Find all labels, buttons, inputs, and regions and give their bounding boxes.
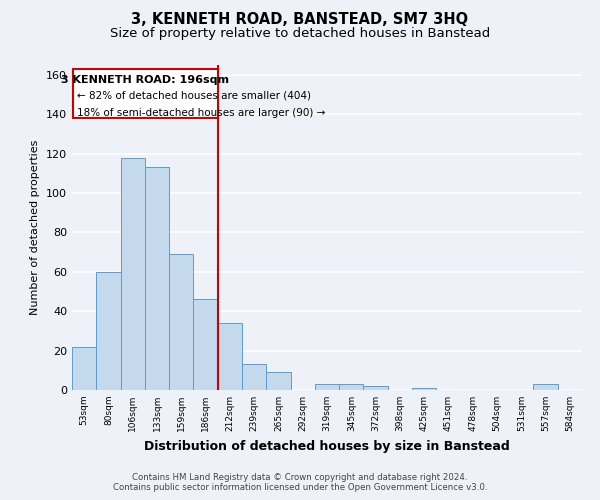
Text: 3, KENNETH ROAD, BANSTEAD, SM7 3HQ: 3, KENNETH ROAD, BANSTEAD, SM7 3HQ: [131, 12, 469, 28]
Bar: [339, 384, 364, 390]
Bar: [533, 384, 558, 390]
Bar: [72, 346, 96, 390]
Bar: [315, 384, 339, 390]
Y-axis label: Number of detached properties: Number of detached properties: [31, 140, 40, 315]
Text: Contains HM Land Registry data © Crown copyright and database right 2024.
Contai: Contains HM Land Registry data © Crown c…: [113, 473, 487, 492]
Bar: [169, 254, 193, 390]
X-axis label: Distribution of detached houses by size in Banstead: Distribution of detached houses by size …: [144, 440, 510, 452]
FancyBboxPatch shape: [73, 69, 218, 118]
Bar: [266, 372, 290, 390]
Text: 18% of semi-detached houses are larger (90) →: 18% of semi-detached houses are larger (…: [77, 108, 325, 118]
Bar: [364, 386, 388, 390]
Bar: [218, 323, 242, 390]
Bar: [193, 300, 218, 390]
Bar: [242, 364, 266, 390]
Bar: [412, 388, 436, 390]
Text: 3 KENNETH ROAD: 196sqm: 3 KENNETH ROAD: 196sqm: [61, 75, 229, 85]
Text: Size of property relative to detached houses in Banstead: Size of property relative to detached ho…: [110, 28, 490, 40]
Bar: [96, 272, 121, 390]
Bar: [145, 168, 169, 390]
Text: ← 82% of detached houses are smaller (404): ← 82% of detached houses are smaller (40…: [77, 90, 311, 101]
Bar: [121, 158, 145, 390]
